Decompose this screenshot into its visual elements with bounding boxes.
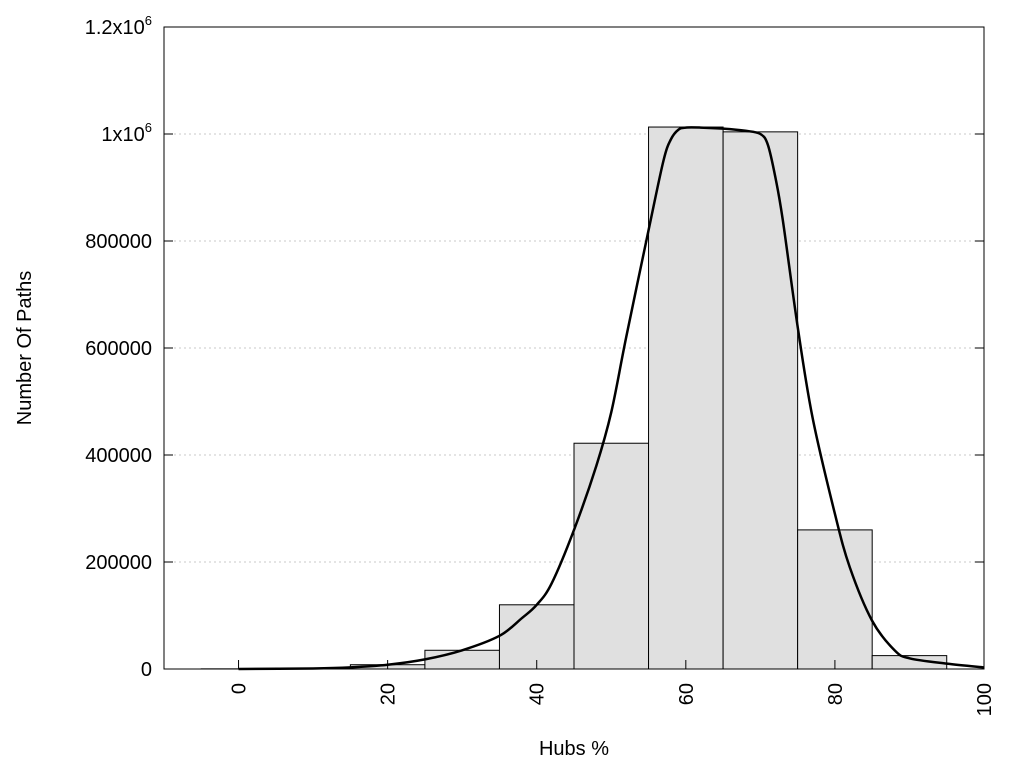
y-tick-label: 600000 <box>85 338 152 360</box>
y-tick-label: 0 <box>141 659 152 681</box>
density-curve <box>238 126 985 671</box>
x-tick-label: 80 <box>825 683 847 705</box>
histogram-bar-7 <box>722 131 799 670</box>
histogram-bar-3 <box>424 649 500 670</box>
y-tick-label: 800000 <box>85 231 152 253</box>
x-tick-label: 100 <box>974 683 996 716</box>
x-axis-title: Hubs % <box>539 738 609 760</box>
y-tick-label: 1.2x106 <box>85 13 152 39</box>
y-tick-label: 200000 <box>85 552 152 574</box>
histogram-bar-6 <box>648 126 724 670</box>
y-tick-label: 400000 <box>85 445 152 467</box>
y-axis-ticks: 0 200000 400000 600000 800000 1x106 1.2x106 <box>85 13 984 681</box>
y-axis-title: Number Of Paths <box>14 271 36 426</box>
x-tick-label: 20 <box>378 683 400 705</box>
x-axis-ticks: 0 20 40 60 80 100 <box>229 660 996 716</box>
x-tick-label: 40 <box>527 683 549 705</box>
histogram-bar-4 <box>498 604 575 670</box>
x-tick-label: 0 <box>229 683 251 694</box>
histogram-bars <box>200 126 948 670</box>
y-tick-label: 1x106 <box>101 120 152 146</box>
histogram-bar-5 <box>573 442 650 670</box>
x-tick-label: 60 <box>676 683 698 705</box>
